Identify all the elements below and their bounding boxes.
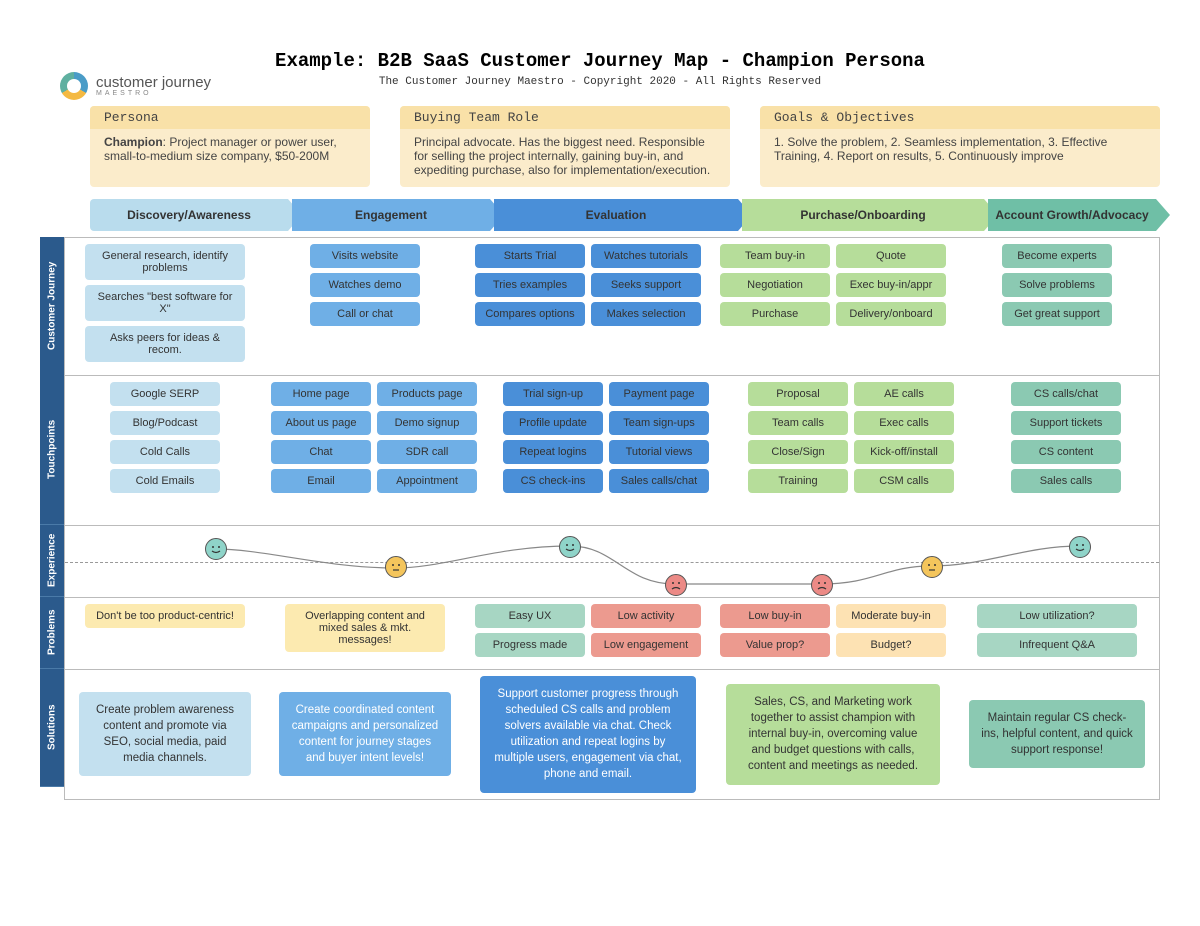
chip: Asks peers for ideas & recom.	[85, 326, 245, 362]
chip: Training	[748, 469, 848, 493]
chip: Become experts	[1002, 244, 1112, 268]
chip: Google SERP	[110, 382, 220, 406]
chip: CSM calls	[854, 469, 954, 493]
chip: Infrequent Q&A	[977, 633, 1137, 657]
chip: Value prop?	[720, 633, 830, 657]
chip: Cold Calls	[110, 440, 220, 464]
chip: Trial sign-up	[503, 382, 603, 406]
chip: CS check-ins	[503, 469, 603, 493]
stage-4: Account Growth/Advocacy	[988, 199, 1156, 231]
chip: Low buy-in	[720, 604, 830, 628]
face-happy	[1069, 536, 1091, 558]
chip: Visits website	[310, 244, 420, 268]
face-neutral	[921, 556, 943, 578]
chip: Products page	[377, 382, 477, 406]
chip: Budget?	[836, 633, 946, 657]
chip: Team sign-ups	[609, 411, 709, 435]
chip: Watches demo	[310, 273, 420, 297]
chip: Kick-off/install	[854, 440, 954, 464]
chip: Quote	[836, 244, 946, 268]
face-happy	[559, 536, 581, 558]
chip: Delivery/onboard	[836, 302, 946, 326]
chip: Support tickets	[1011, 411, 1121, 435]
rail-label-0: Customer Journey	[40, 237, 64, 375]
chip: Close/Sign	[748, 440, 848, 464]
experience-curve	[65, 526, 1159, 597]
chip: Blog/Podcast	[110, 411, 220, 435]
chip: Cold Emails	[110, 469, 220, 493]
chip: Tutorial views	[609, 440, 709, 464]
chip: Call or chat	[310, 302, 420, 326]
solution-c2: Create coordinated content campaigns and…	[279, 692, 452, 776]
stage-3: Purchase/Onboarding	[742, 199, 984, 231]
chip: About us page	[271, 411, 371, 435]
chip: Sales calls	[1011, 469, 1121, 493]
solution-c4: Sales, CS, and Marketing work together t…	[726, 684, 939, 784]
chip: Starts Trial	[475, 244, 585, 268]
chip: Proposal	[748, 382, 848, 406]
chip: Low utilization?	[977, 604, 1137, 628]
persona-box-role: Buying Team RolePrincipal advocate. Has …	[400, 106, 730, 187]
persona-box-persona: PersonaChampion: Project manager or powe…	[90, 106, 370, 187]
rail-label-3: Problems	[40, 597, 64, 669]
chip: Overlapping content and mixed sales & mk…	[285, 604, 445, 652]
chip: Easy UX	[475, 604, 585, 628]
rail-label-1: Touchpoints	[40, 375, 64, 525]
chip: Makes selection	[591, 302, 701, 326]
chip: SDR call	[377, 440, 477, 464]
chip: Demo signup	[377, 411, 477, 435]
rail-label-4: Solutions	[40, 669, 64, 787]
chip: CS content	[1011, 440, 1121, 464]
solution-c1: Create problem awareness content and pro…	[79, 692, 252, 776]
face-sad	[811, 574, 833, 596]
solution-c3: Support customer progress through schedu…	[480, 676, 695, 793]
chip: Searches "best software for X"	[85, 285, 245, 321]
face-neutral	[385, 556, 407, 578]
chip: Negotiation	[720, 273, 830, 297]
chip: Don't be too product-centric!	[85, 604, 245, 628]
chip: Profile update	[503, 411, 603, 435]
chip: Payment page	[609, 382, 709, 406]
chip: Watches tutorials	[591, 244, 701, 268]
chip: Solve problems	[1002, 273, 1112, 297]
chip: Chat	[271, 440, 371, 464]
chip: Home page	[271, 382, 371, 406]
chip: Team buy-in	[720, 244, 830, 268]
chip: Email	[271, 469, 371, 493]
rail-label-2: Experience	[40, 525, 64, 597]
logo-icon	[60, 72, 88, 100]
chip: Sales calls/chat	[609, 469, 709, 493]
chip: Get great support	[1002, 302, 1112, 326]
chip: Team calls	[748, 411, 848, 435]
chip: AE calls	[854, 382, 954, 406]
chip: Tries examples	[475, 273, 585, 297]
stage-2: Evaluation	[494, 199, 738, 231]
chip: Moderate buy-in	[836, 604, 946, 628]
chip: Low activity	[591, 604, 701, 628]
chip: Exec buy-in/appr	[836, 273, 946, 297]
face-sad	[665, 574, 687, 596]
page-title: Example: B2B SaaS Customer Journey Map -…	[40, 50, 1160, 72]
stage-1: Engagement	[292, 199, 490, 231]
chip: Appointment	[377, 469, 477, 493]
chip: Compares options	[475, 302, 585, 326]
logo: customer journey MAESTRO	[60, 72, 211, 100]
chip: Seeks support	[591, 273, 701, 297]
chip: Repeat logins	[503, 440, 603, 464]
logo-text: customer journey MAESTRO	[96, 75, 211, 97]
chip: Exec calls	[854, 411, 954, 435]
solution-c5: Maintain regular CS check-ins, helpful c…	[969, 700, 1146, 768]
chip: Purchase	[720, 302, 830, 326]
chip: CS calls/chat	[1011, 382, 1121, 406]
chip: Low engagement	[591, 633, 701, 657]
persona-box-goals: Goals & Objectives1. Solve the problem, …	[760, 106, 1160, 187]
chip: Progress made	[475, 633, 585, 657]
chip: General research, identify problems	[85, 244, 245, 280]
face-happy	[205, 538, 227, 560]
stage-0: Discovery/Awareness	[90, 199, 288, 231]
